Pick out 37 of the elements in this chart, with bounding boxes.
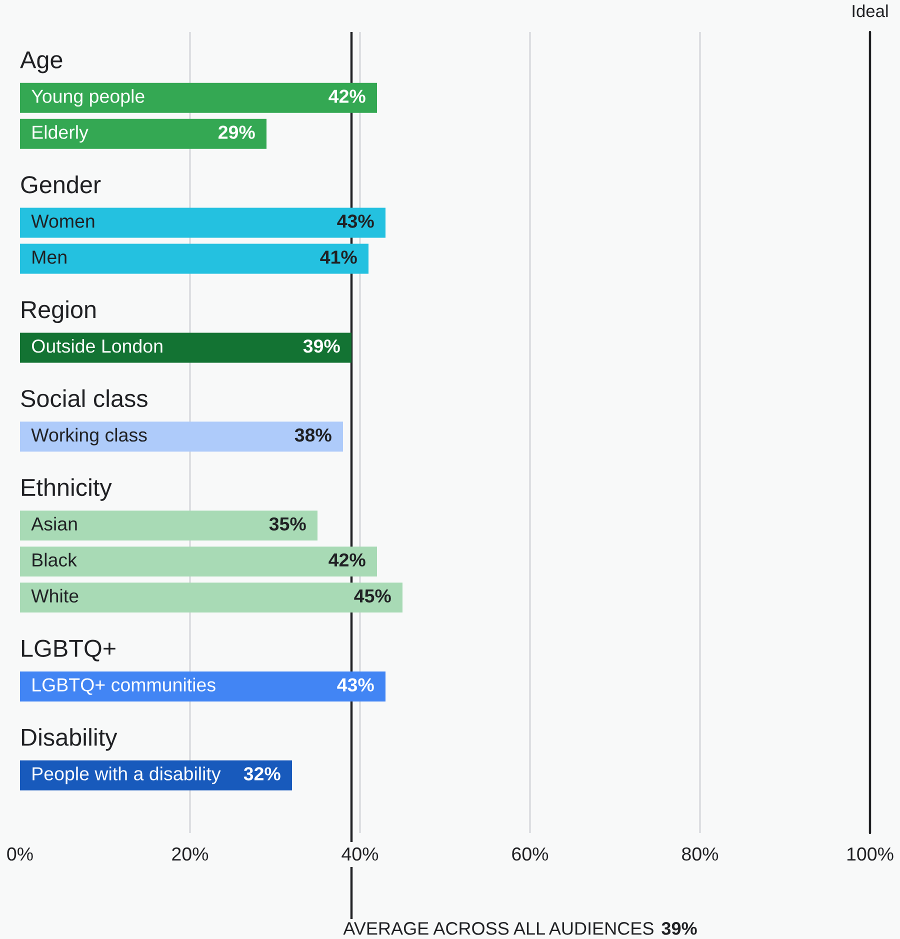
y-tick-label: Social class bbox=[21, 389, 148, 408]
y-tick-label: LGBTQ+ communities bbox=[32, 678, 216, 695]
y-tick-label: Asian bbox=[31, 516, 77, 531]
y-tick-label: Ethnicity bbox=[22, 478, 112, 501]
data-label: 42% bbox=[328, 90, 366, 103]
data-label: 32% bbox=[244, 767, 280, 780]
y-tick-label: People with a disability bbox=[32, 766, 221, 784]
y-tick-label: Young people bbox=[32, 89, 144, 107]
y-tick-label: Age bbox=[20, 51, 62, 74]
x-tick-label: 0% bbox=[7, 847, 33, 861]
y-tick-label: LGBTQ+ bbox=[22, 640, 116, 662]
x-tick-label: 20% bbox=[172, 847, 208, 861]
y-tick-label: Working class bbox=[31, 428, 147, 446]
data-label: 45% bbox=[354, 589, 391, 603]
data-label: 41% bbox=[320, 250, 357, 264]
data-label: 38% bbox=[294, 428, 332, 442]
y-tick-label: Men bbox=[32, 250, 66, 264]
y-tick-label: Women bbox=[31, 214, 94, 228]
data-label: 39% bbox=[303, 339, 340, 353]
data-label: 43% bbox=[337, 678, 374, 692]
y-tick-label: Elderly bbox=[32, 125, 88, 143]
y-tick-label: Gender bbox=[21, 175, 101, 194]
x-tick-label: 100% bbox=[847, 847, 894, 861]
data-label: 42% bbox=[328, 553, 366, 567]
ref-line-label: Ideal bbox=[852, 4, 888, 18]
y-tick-label: Black bbox=[32, 552, 77, 567]
data-label: 43% bbox=[337, 214, 374, 228]
x-tick-label: 60% bbox=[512, 847, 548, 861]
y-tick-label: Region bbox=[22, 300, 96, 324]
data-label: 35% bbox=[269, 517, 306, 531]
y-tick-label: Outside London bbox=[32, 338, 162, 353]
ref-line-label: AVERAGE ACROSS ALL AUDIENCES 39% bbox=[343, 922, 697, 935]
x-tick-label: 80% bbox=[682, 847, 718, 861]
x-tick-label: 40% bbox=[342, 847, 378, 861]
data-label: 29% bbox=[218, 126, 255, 139]
y-tick-label: Disability bbox=[22, 728, 118, 751]
y-tick-label: White bbox=[31, 588, 78, 603]
